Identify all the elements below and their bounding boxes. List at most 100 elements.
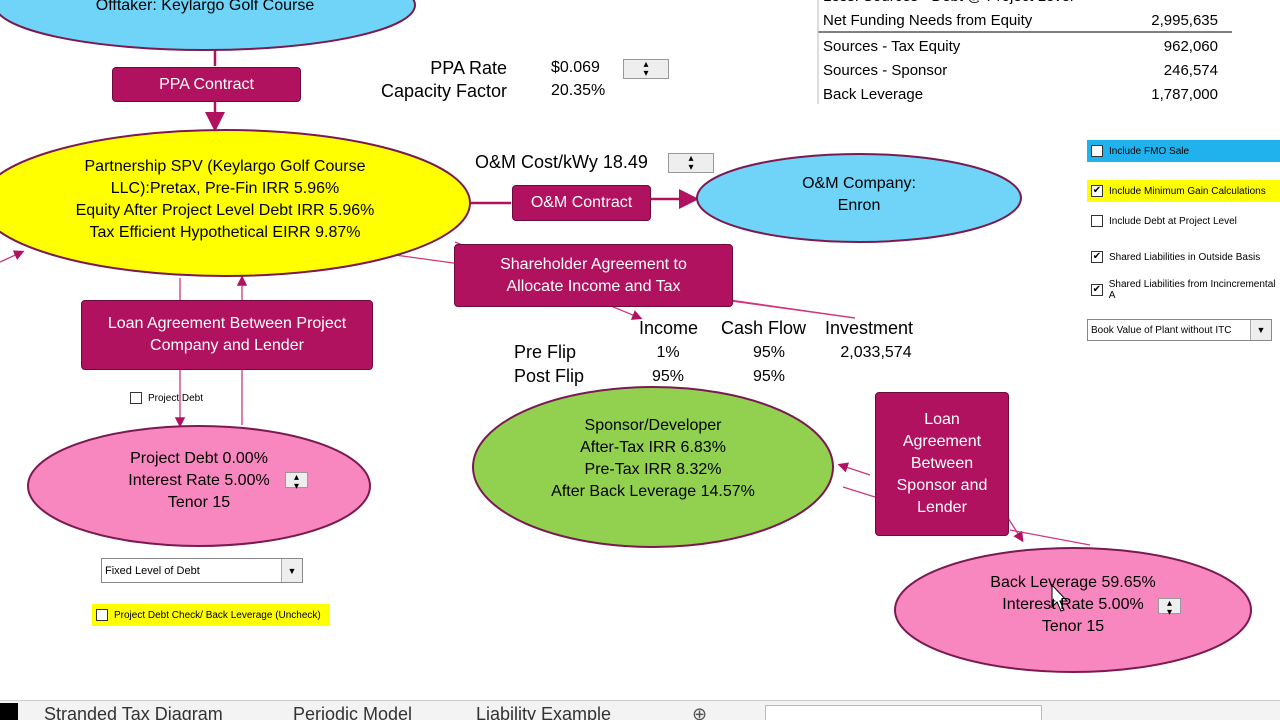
ellipse-text: Tenor 15 <box>167 494 231 511</box>
offtaker-label: Offtaker: Keylargo Golf Course <box>95 0 315 14</box>
ellipse-text: Enron <box>837 197 881 214</box>
checkbox-label: Shared Liabilities in Outside Basis <box>1109 251 1261 263</box>
sponsor-ellipse <box>472 386 834 548</box>
checkbox[interactable]: ✔ Include Minimum Gain Calculations <box>1087 180 1280 202</box>
box-text: Between <box>910 455 974 472</box>
ellipse-text: O&M Company: <box>802 175 916 192</box>
horizontal-scrollbar[interactable] <box>765 705 1042 720</box>
checkbox[interactable]: Include Debt at Project Level <box>1087 210 1280 232</box>
sheet-tab[interactable]: Periodic Model <box>293 704 413 720</box>
ellipse-text: After Back Leverage 14.57% <box>551 483 755 500</box>
table-row-label: Post Flip <box>514 366 585 386</box>
funding-label: Net Funding Needs from Equity <box>823 12 1033 29</box>
offtaker-ellipse <box>0 0 416 51</box>
box-text: Lender <box>917 499 967 516</box>
checkbox[interactable]: Project Debt <box>126 388 203 408</box>
spinner[interactable]: ▴ ▾ <box>668 153 714 173</box>
checkbox-label: Project Debt <box>148 392 204 404</box>
checkbox-box[interactable]: ✔ <box>1091 185 1103 197</box>
ellipse-text: After-Tax IRR 6.83% <box>580 439 726 456</box>
table-cell: 95% <box>651 368 685 385</box>
dropdown[interactable]: Book Value of Plant without ITC ▼ <box>1087 319 1272 341</box>
table-header: Income <box>639 318 699 338</box>
box-text: Loan Agreement Between Project <box>107 315 347 332</box>
checkbox[interactable]: Project Debt Check/ Back Leverage (Unche… <box>92 604 330 626</box>
table-header: Cash Flow <box>721 318 807 338</box>
checkbox[interactable]: ✔ Shared Liabilities in Outside Basis <box>1087 246 1280 268</box>
sheet-tab[interactable]: Stranded Tax Diagram <box>44 704 223 720</box>
dropdown-value: Fixed Level of Debt <box>105 564 200 577</box>
checkbox-label: Include Debt at Project Level <box>1109 215 1237 227</box>
checkbox-label: Project Debt Check/ Back Leverage (Unche… <box>114 609 321 621</box>
dropdown-button[interactable]: ▼ <box>1250 320 1271 340</box>
dropdown-value: Book Value of Plant without ITC <box>1091 324 1232 336</box>
ellipse-text: Interest Rate 5.00% <box>128 472 270 489</box>
project-debt-ellipse <box>27 425 371 547</box>
funding-value: 962,060 <box>1163 38 1218 55</box>
ellipse-text: Equity After Project Level Debt IRR 5.96… <box>75 202 375 219</box>
table-cell: 95% <box>752 344 786 361</box>
spinner[interactable]: ▴ ▾ <box>1158 598 1181 618</box>
input-value: 20.35% <box>551 82 606 99</box>
ellipse-text: Partnership SPV (Keylargo Golf Course <box>84 158 366 175</box>
table-cell: 95% <box>752 368 786 385</box>
ellipse-text: Sponsor/Developer <box>584 417 722 434</box>
table-cell: 1% <box>656 344 680 361</box>
ellipse-text: Interest Rate 5.00% <box>1002 596 1144 613</box>
box-text: O&M Contract <box>530 194 633 211</box>
ellipse-text: Project Debt 0.00% <box>130 450 268 467</box>
sheet-tab[interactable]: Liability Example <box>476 704 612 720</box>
funding-value: 1,787,000 <box>1151 86 1218 103</box>
funding-header: Less: Sources - Debt @ Project Level <box>823 0 1073 8</box>
funding-label: Sources - Tax Equity <box>823 38 961 55</box>
input-label: Capacity Factor <box>380 81 507 101</box>
box-text: PPA Contract <box>159 75 254 93</box>
box-text: Shareholder Agreement to <box>500 255 687 273</box>
partnership-ellipse <box>0 129 471 277</box>
checkbox-box[interactable] <box>96 609 108 621</box>
input-label: PPA Rate <box>430 58 507 78</box>
spinner[interactable]: ▴ ▾ <box>285 472 308 492</box>
checkbox[interactable]: ✔ Shared Liabilities from Incincremental … <box>1087 279 1280 301</box>
ellipse-text: Back Leverage 59.65% <box>990 574 1156 591</box>
checkbox-box[interactable] <box>1091 215 1103 227</box>
ellipse-text: Pre-Tax IRR 8.32% <box>584 461 722 478</box>
funding-label: Sources - Sponsor <box>823 62 948 79</box>
sheet-tab-bar: Stranded Tax Diagram Periodic Model Liabil… <box>0 700 1280 720</box>
dropdown[interactable]: Fixed Level of Debt ▼ <box>101 558 303 583</box>
ellipse-text: Tax Efficient Hypothetical EIRR 9.87% <box>89 224 361 241</box>
checkbox[interactable]: Include FMO Sale <box>1087 140 1280 162</box>
checkbox-box[interactable] <box>1091 145 1103 157</box>
checkbox-box[interactable]: ✔ <box>1091 284 1103 296</box>
funding-value: 246,574 <box>1163 62 1218 79</box>
om-contract-box: O&M Contract <box>512 185 651 221</box>
back-leverage-ellipse <box>894 547 1252 673</box>
checkbox-label: Include FMO Sale <box>1109 145 1190 157</box>
ellipse-text: Tenor 15 <box>1041 618 1105 635</box>
funding-value: 2,995,635 <box>1151 12 1218 29</box>
box-text: Allocate Income and Tax <box>506 277 681 295</box>
checkbox-box[interactable] <box>130 392 142 404</box>
project-loan-agreement-box: Loan Agreement Between Project Company an… <box>81 300 373 370</box>
table-cell: 2,033,574 <box>840 344 912 361</box>
new-sheet-button[interactable]: ⊕ <box>692 704 708 720</box>
box-text: Loan <box>924 411 960 428</box>
table-header: Investment <box>825 318 914 338</box>
shareholder-agreement-box: Shareholder Agreement to Allocate Income … <box>454 244 733 307</box>
spinner[interactable]: ▴ ▾ <box>623 59 669 79</box>
checkbox-box[interactable]: ✔ <box>1091 251 1103 263</box>
ppa-contract-box: PPA Contract <box>112 67 301 102</box>
tab-scroll-button[interactable] <box>0 703 18 720</box>
om-cost: O&M Cost/kWy 18.49 <box>475 152 648 172</box>
box-text: Company and Lender <box>150 337 304 354</box>
table-row-label: Pre Flip <box>514 342 577 362</box>
sponsor-loan-agreement-box: Loan Agreement Between Sponsor and Lender <box>875 392 1009 536</box>
dropdown-button[interactable]: ▼ <box>281 559 302 582</box>
input-value: $0.069 <box>551 59 600 76</box>
checkbox-label: Include Minimum Gain Calculations <box>1109 185 1266 197</box>
mouse-cursor <box>1051 583 1069 612</box>
funding-label: Back Leverage <box>823 86 924 103</box>
om-company-ellipse <box>696 153 1022 243</box>
